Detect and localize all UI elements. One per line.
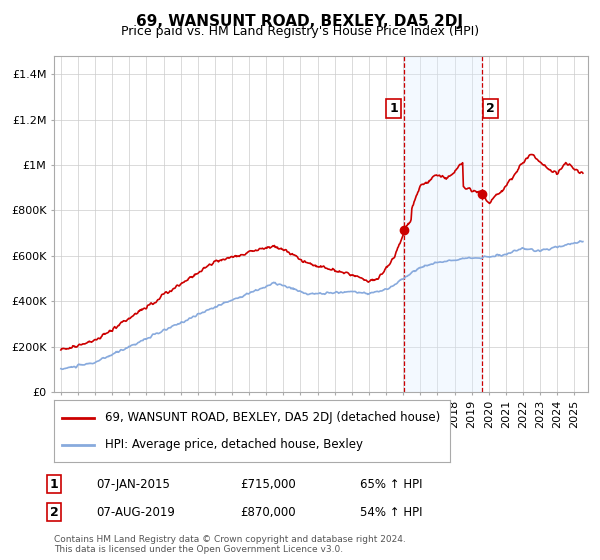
Text: £870,000: £870,000 bbox=[240, 506, 296, 519]
Text: HPI: Average price, detached house, Bexley: HPI: Average price, detached house, Bexl… bbox=[106, 438, 364, 451]
Text: 69, WANSUNT ROAD, BEXLEY, DA5 2DJ (detached house): 69, WANSUNT ROAD, BEXLEY, DA5 2DJ (detac… bbox=[106, 411, 441, 424]
Text: 07-AUG-2019: 07-AUG-2019 bbox=[96, 506, 175, 519]
Text: 1: 1 bbox=[50, 478, 58, 491]
Text: Contains HM Land Registry data © Crown copyright and database right 2024.
This d: Contains HM Land Registry data © Crown c… bbox=[54, 535, 406, 554]
Text: 1: 1 bbox=[389, 102, 398, 115]
Text: 2: 2 bbox=[486, 102, 495, 115]
Text: £715,000: £715,000 bbox=[240, 478, 296, 491]
Text: Price paid vs. HM Land Registry's House Price Index (HPI): Price paid vs. HM Land Registry's House … bbox=[121, 25, 479, 38]
Bar bbox=[404, 56, 482, 392]
Text: 69, WANSUNT ROAD, BEXLEY, DA5 2DJ: 69, WANSUNT ROAD, BEXLEY, DA5 2DJ bbox=[137, 14, 464, 29]
Text: 65% ↑ HPI: 65% ↑ HPI bbox=[360, 478, 422, 491]
Text: 07-JAN-2015: 07-JAN-2015 bbox=[96, 478, 170, 491]
Text: 2: 2 bbox=[50, 506, 58, 519]
Text: 54% ↑ HPI: 54% ↑ HPI bbox=[360, 506, 422, 519]
